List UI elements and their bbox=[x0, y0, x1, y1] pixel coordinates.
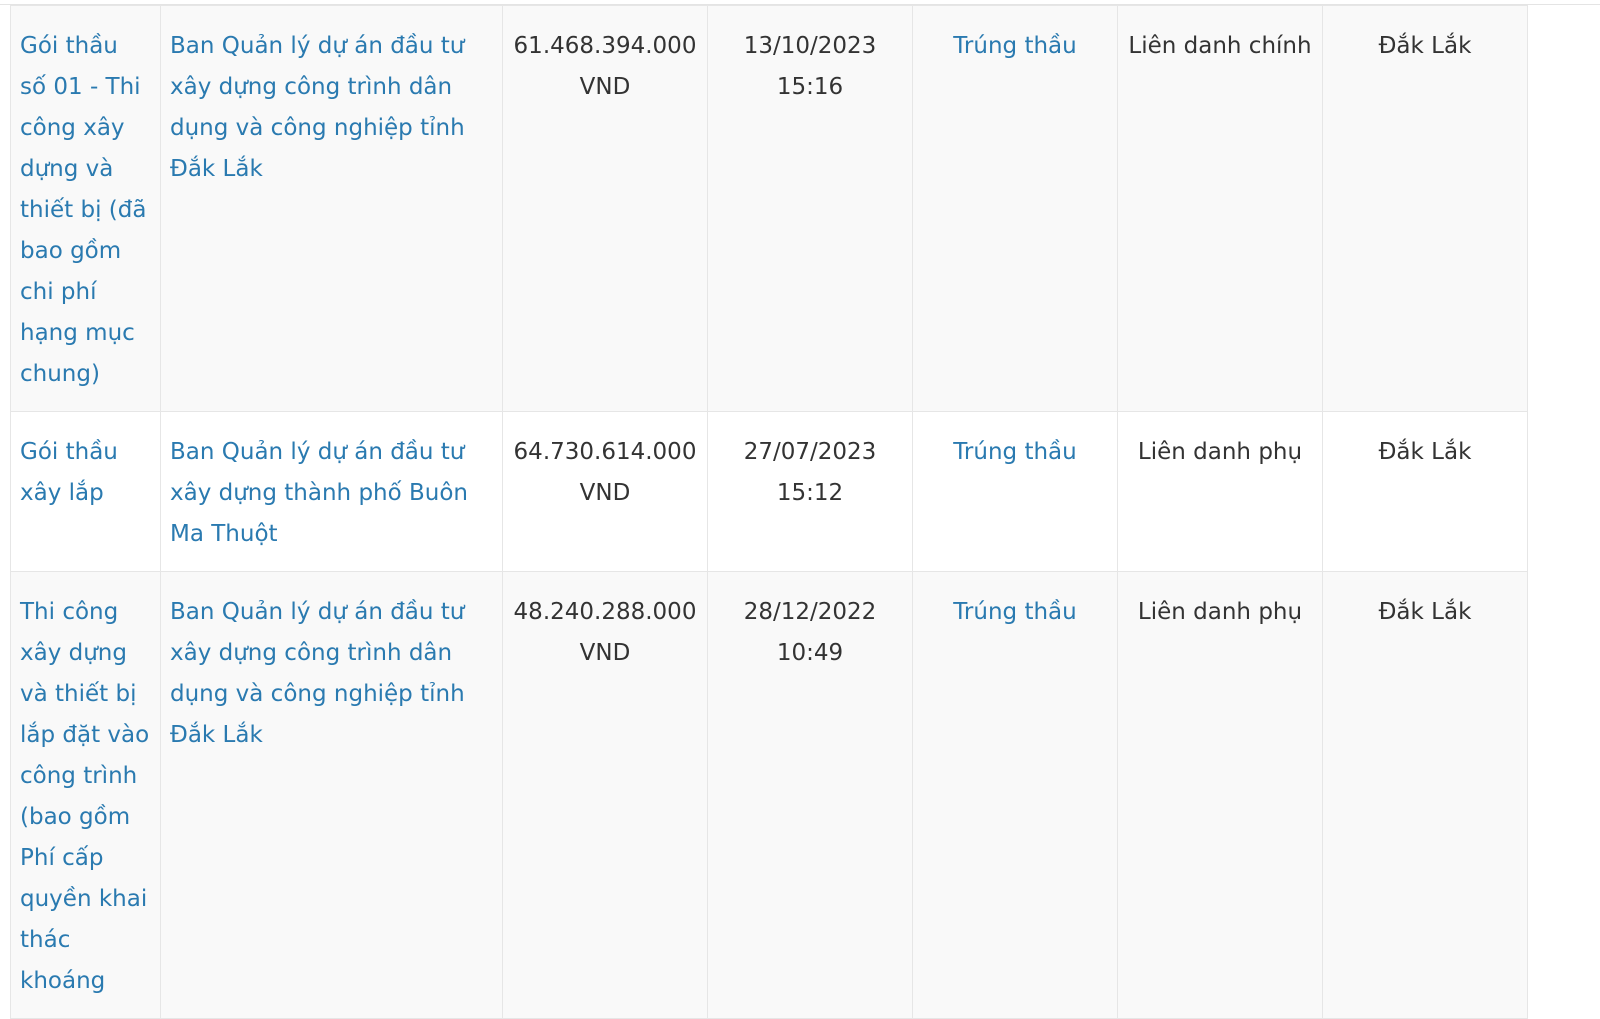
package-cell: Gói thầu xây lắp bbox=[10, 411, 161, 572]
result-cell: Trúng thầu bbox=[912, 5, 1118, 412]
package-cell: Gói thầu số 01 - Thi công xây dựng và th… bbox=[10, 5, 161, 412]
value-cell: 48.240.288.000 VND bbox=[502, 571, 708, 1019]
result-cell: Trúng thầu bbox=[912, 571, 1118, 1019]
date-cell: 27/07/2023 15:12 bbox=[707, 411, 913, 572]
investor-link[interactable]: Ban Quản lý dự án đầu tư xây dựng thành … bbox=[170, 439, 469, 547]
result-link[interactable]: Trúng thầu bbox=[953, 439, 1077, 465]
role-value: Liên danh chính bbox=[1128, 33, 1312, 59]
value-cell: 61.468.394.000 VND bbox=[502, 5, 708, 412]
package-link[interactable]: Gói thầu xây lắp bbox=[20, 439, 118, 506]
bid-results-table: Gói thầu số 01 - Thi công xây dựng và th… bbox=[10, 5, 1528, 1019]
package-cell: Thi công xây dựng và thiết bị lắp đặt và… bbox=[10, 571, 161, 1019]
date-value: 28/12/2022 bbox=[743, 599, 877, 625]
package-link[interactable]: Thi công xây dựng và thiết bị lắp đặt và… bbox=[20, 599, 150, 994]
investor-cell: Ban Quản lý dự án đầu tư xây dựng thành … bbox=[160, 411, 503, 572]
result-link[interactable]: Trúng thầu bbox=[953, 599, 1077, 625]
result-link[interactable]: Trúng thầu bbox=[953, 33, 1077, 59]
role-value: Liên danh phụ bbox=[1137, 599, 1303, 625]
province-cell: Đắk Lắk bbox=[1322, 411, 1528, 572]
investor-cell: Ban Quản lý dự án đầu tư xây dựng công t… bbox=[160, 5, 503, 412]
investor-link[interactable]: Ban Quản lý dự án đầu tư xây dựng công t… bbox=[170, 33, 465, 182]
investor-link[interactable]: Ban Quản lý dự án đầu tư xây dựng công t… bbox=[170, 599, 465, 748]
investor-cell: Ban Quản lý dự án đầu tư xây dựng công t… bbox=[160, 571, 503, 1019]
bid-value: 61.468.394.000 VND bbox=[513, 33, 697, 100]
date-value: 13/10/2023 bbox=[743, 33, 877, 59]
province-cell: Đắk Lắk bbox=[1322, 5, 1528, 412]
table-row: Thi công xây dựng và thiết bị lắp đặt và… bbox=[10, 571, 1528, 1019]
package-link[interactable]: Gói thầu số 01 - Thi công xây dựng và th… bbox=[20, 33, 147, 387]
bid-value: 48.240.288.000 VND bbox=[513, 599, 697, 666]
province-value: Đắk Lắk bbox=[1378, 439, 1472, 465]
bid-value: 64.730.614.000 VND bbox=[513, 439, 697, 506]
role-value: Liên danh phụ bbox=[1137, 439, 1303, 465]
role-cell: Liên danh phụ bbox=[1117, 571, 1323, 1019]
time-value: 15:16 bbox=[776, 74, 844, 100]
province-value: Đắk Lắk bbox=[1378, 599, 1472, 625]
date-value: 27/07/2023 bbox=[743, 439, 877, 465]
time-value: 10:49 bbox=[776, 640, 844, 666]
province-value: Đắk Lắk bbox=[1378, 33, 1472, 59]
role-cell: Liên danh chính bbox=[1117, 5, 1323, 412]
table-row: Gói thầu xây lắp Ban Quản lý dự án đầu tư… bbox=[10, 411, 1528, 572]
date-cell: 28/12/2022 10:49 bbox=[707, 571, 913, 1019]
role-cell: Liên danh phụ bbox=[1117, 411, 1323, 572]
value-cell: 64.730.614.000 VND bbox=[502, 411, 708, 572]
date-cell: 13/10/2023 15:16 bbox=[707, 5, 913, 412]
time-value: 15:12 bbox=[776, 480, 844, 506]
province-cell: Đắk Lắk bbox=[1322, 571, 1528, 1019]
top-divider bbox=[0, 0, 1600, 5]
result-cell: Trúng thầu bbox=[912, 411, 1118, 572]
table-row: Gói thầu số 01 - Thi công xây dựng và th… bbox=[10, 5, 1528, 412]
